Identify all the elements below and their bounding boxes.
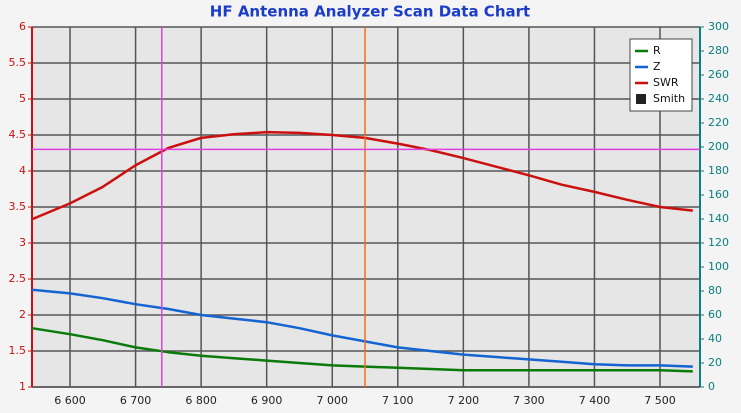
y2-tick-label: 100	[708, 260, 729, 273]
y2-tick-label: 200	[708, 140, 729, 153]
y-tick-label: 5	[19, 92, 26, 105]
x-tick-label: 7 500	[644, 394, 676, 407]
y2-tick-label: 180	[708, 164, 729, 177]
y2-tick-label: 0	[708, 380, 715, 393]
y-tick-label: 1	[19, 380, 26, 393]
x-tick-label: 6 600	[54, 394, 86, 407]
x-tick-label: 6 900	[251, 394, 283, 407]
legend-label: R	[653, 44, 661, 57]
y-tick-label: 2.5	[9, 272, 27, 285]
y2-tick-label: 280	[708, 44, 729, 57]
legend-label: Z	[653, 60, 661, 73]
y2-tick-label: 220	[708, 116, 729, 129]
y-tick-label: 4.5	[9, 128, 27, 141]
x-tick-label: 7 200	[448, 394, 480, 407]
x-tick-label: 6 800	[185, 394, 217, 407]
y2-tick-label: 80	[708, 284, 722, 297]
y2-tick-label: 20	[708, 356, 722, 369]
y2-tick-label: 160	[708, 188, 729, 201]
y-tick-label: 6	[19, 20, 26, 33]
x-tick-label: 6 700	[120, 394, 152, 407]
y-tick-label: 4	[19, 164, 26, 177]
y-tick-label: 3	[19, 236, 26, 249]
y-tick-label: 1.5	[9, 344, 27, 357]
x-tick-label: 7 000	[316, 394, 348, 407]
y-tick-label: 5.5	[9, 56, 27, 69]
y2-tick-label: 40	[708, 332, 722, 345]
x-tick-label: 7 300	[513, 394, 545, 407]
chart-title: HF Antenna Analyzer Scan Data Chart	[210, 3, 530, 21]
y2-tick-label: 300	[708, 20, 729, 33]
y2-tick-label: 120	[708, 236, 729, 249]
y2-tick-label: 60	[708, 308, 722, 321]
y-tick-label: 2	[19, 308, 26, 321]
x-tick-label: 7 100	[382, 394, 414, 407]
y2-tick-label: 140	[708, 212, 729, 225]
legend-label: Smith	[653, 92, 685, 105]
y-tick-label: 3.5	[9, 200, 27, 213]
y2-tick-label: 240	[708, 92, 729, 105]
legend-swatch	[636, 94, 646, 104]
x-tick-label: 7 400	[579, 394, 611, 407]
y2-tick-label: 260	[708, 68, 729, 81]
legend-label: SWR	[653, 76, 679, 89]
